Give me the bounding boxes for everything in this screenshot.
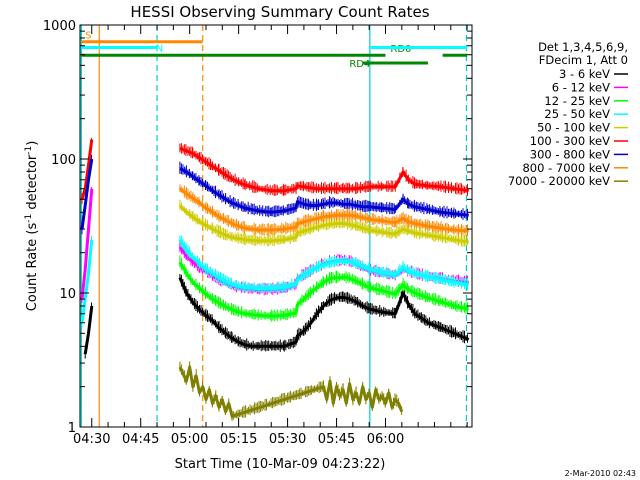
series-noise: [81, 235, 468, 328]
x-tick-label: 05:30: [269, 432, 306, 447]
legend-label: 6 - 12 keV: [552, 80, 610, 94]
flag-label: RD0: [390, 44, 411, 55]
y-axis-label: Count Rate (s-1 detector-1): [24, 141, 40, 312]
x-tick-label: 05:00: [171, 432, 208, 447]
x-tick-label: 05:15: [220, 432, 257, 447]
flag-bars: S N RD0 RD4: [81, 31, 468, 70]
y-tick-label: 10: [59, 287, 76, 302]
legend-label: 12 - 25 keV: [544, 94, 610, 108]
series-noise: [81, 154, 468, 235]
x-tick-label: 04:45: [122, 432, 159, 447]
flag-label: RD4: [349, 59, 370, 70]
timestamp: 2-Mar-2010 02:43: [565, 469, 636, 478]
series-group: [80, 138, 470, 421]
plot-frame: [79, 24, 473, 428]
legend-label: 3 - 6 keV: [559, 67, 610, 81]
legend-label: 7000 - 20000 keV: [508, 174, 610, 188]
legend-header-2: FDecim 1, Att 0: [539, 53, 628, 67]
axes: 1 10 100 1000 04:30 04:45 05:00 05:15 05:30 05:45…: [43, 19, 472, 447]
y-tick-label: 100: [51, 153, 76, 168]
y-tick-label: 1: [68, 421, 76, 436]
series-noise: [179, 184, 468, 237]
x-tick-label: 04:30: [73, 432, 110, 447]
series-noise: [81, 138, 468, 205]
x-tick-label: 05:45: [318, 432, 355, 447]
series-noise: [179, 255, 468, 322]
y-tick-label: 1000: [43, 19, 76, 34]
x-axis-label: Start Time (10-Mar-09 04:23:22): [175, 457, 386, 472]
flag-label: N: [156, 43, 163, 54]
chart-title: HESSI Observing Summary Count Rates: [130, 3, 429, 21]
legend-label: 50 - 100 keV: [537, 121, 610, 135]
legend-label: 800 - 7000 keV: [522, 161, 610, 175]
legend: Det 1,3,4,5,6,9, FDecim 1, Att 0 3 - 6 k…: [508, 40, 628, 188]
legend-label: 100 - 300 keV: [530, 134, 610, 148]
legend-header-1: Det 1,3,4,5,6,9,: [538, 40, 628, 54]
series-noise: [84, 274, 468, 359]
legend-label: 300 - 800 keV: [530, 147, 610, 161]
series-noise: [179, 200, 468, 247]
x-tick-label: 06:00: [367, 432, 404, 447]
legend-label: 25 - 50 keV: [544, 107, 610, 121]
flag-label: S: [85, 31, 91, 42]
series-noise: [179, 361, 403, 421]
